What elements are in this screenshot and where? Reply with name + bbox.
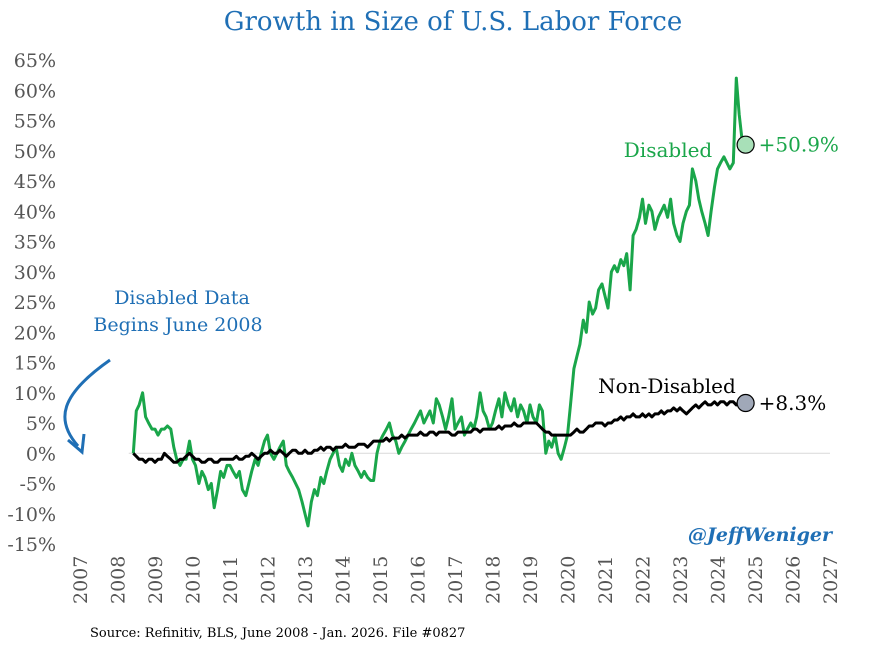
y-tick-label: 45% bbox=[14, 171, 56, 193]
x-tick-label: 2025 bbox=[745, 556, 767, 604]
x-tick-label: 2011 bbox=[220, 556, 242, 604]
x-tick-label: 2027 bbox=[820, 556, 842, 604]
x-tick-label: 2007 bbox=[70, 556, 92, 604]
y-tick-label: 5% bbox=[26, 413, 56, 435]
x-tick-label: 2021 bbox=[595, 556, 617, 604]
labels-layer: +50.9% +8.3% Disabled Non-Disabled bbox=[598, 133, 839, 415]
x-tick-label: 2013 bbox=[295, 556, 317, 604]
y-tick-label: 65% bbox=[14, 50, 56, 72]
x-tick-label: 2023 bbox=[670, 556, 692, 604]
watermark: @JeffWeniger bbox=[688, 524, 834, 546]
source-note: Source: Refinitiv, BLS, June 2008 - Jan.… bbox=[90, 626, 465, 641]
y-tick-label: 25% bbox=[14, 292, 56, 314]
non-disabled-series-name: Non-Disabled bbox=[598, 374, 736, 398]
x-axis: 2007 2008 2009 2010 2011 2012 2013 2014 2015 2016… bbox=[70, 556, 842, 604]
x-tick-label: 2020 bbox=[558, 556, 580, 604]
non-disabled-series-line bbox=[132, 400, 744, 464]
disabled-end-label: +50.9% bbox=[759, 133, 839, 157]
disabled-series-line bbox=[131, 76, 745, 528]
x-tick-label: 2009 bbox=[145, 556, 167, 604]
series-layer bbox=[131, 76, 755, 528]
disabled-series-name: Disabled bbox=[624, 138, 713, 162]
annotation-arrowhead bbox=[67, 433, 86, 455]
x-tick-label: 2019 bbox=[520, 556, 542, 604]
y-axis: 65% 60% 55% 50% 45% 40% 35% 30% 25% 20% 15% 10% 5% 0%… bbox=[7, 50, 56, 556]
y-tick-label: 60% bbox=[14, 80, 56, 102]
y-tick-label: 10% bbox=[14, 383, 56, 405]
x-tick-label: 2017 bbox=[445, 556, 467, 604]
annotation: Disabled Data Begins June 2008 bbox=[63, 287, 263, 455]
y-tick-label: 55% bbox=[14, 111, 56, 133]
x-tick-label: 2024 bbox=[708, 556, 730, 604]
x-tick-label: 2018 bbox=[483, 556, 505, 604]
y-tick-label: 30% bbox=[14, 262, 56, 284]
chart-title: Growth in Size of U.S. Labor Force bbox=[224, 7, 683, 37]
y-tick-label: -10% bbox=[7, 504, 56, 526]
non-disabled-end-label: +8.3% bbox=[759, 391, 827, 415]
x-tick-label: 2012 bbox=[258, 556, 280, 604]
y-tick-label: 0% bbox=[26, 443, 56, 465]
annotation-arrow bbox=[63, 358, 111, 447]
x-tick-label: 2016 bbox=[408, 556, 430, 604]
y-tick-label: -5% bbox=[19, 474, 56, 496]
x-tick-label: 2022 bbox=[633, 556, 655, 604]
y-tick-label: 15% bbox=[14, 353, 56, 375]
y-tick-label: 35% bbox=[14, 232, 56, 254]
non-disabled-end-marker bbox=[736, 393, 755, 413]
annotation-line-1: Disabled Data bbox=[114, 287, 250, 309]
y-tick-label: -15% bbox=[7, 534, 56, 556]
x-tick-label: 2026 bbox=[783, 556, 805, 604]
y-tick-label: 20% bbox=[14, 322, 56, 344]
annotation-line-2: Begins June 2008 bbox=[93, 314, 262, 336]
x-tick-label: 2014 bbox=[333, 556, 355, 604]
y-tick-label: 50% bbox=[14, 141, 56, 163]
x-tick-label: 2010 bbox=[183, 556, 205, 604]
x-tick-label: 2008 bbox=[108, 556, 130, 604]
y-tick-label: 40% bbox=[14, 201, 56, 223]
x-tick-label: 2015 bbox=[370, 556, 392, 604]
disabled-end-marker bbox=[736, 135, 755, 154]
